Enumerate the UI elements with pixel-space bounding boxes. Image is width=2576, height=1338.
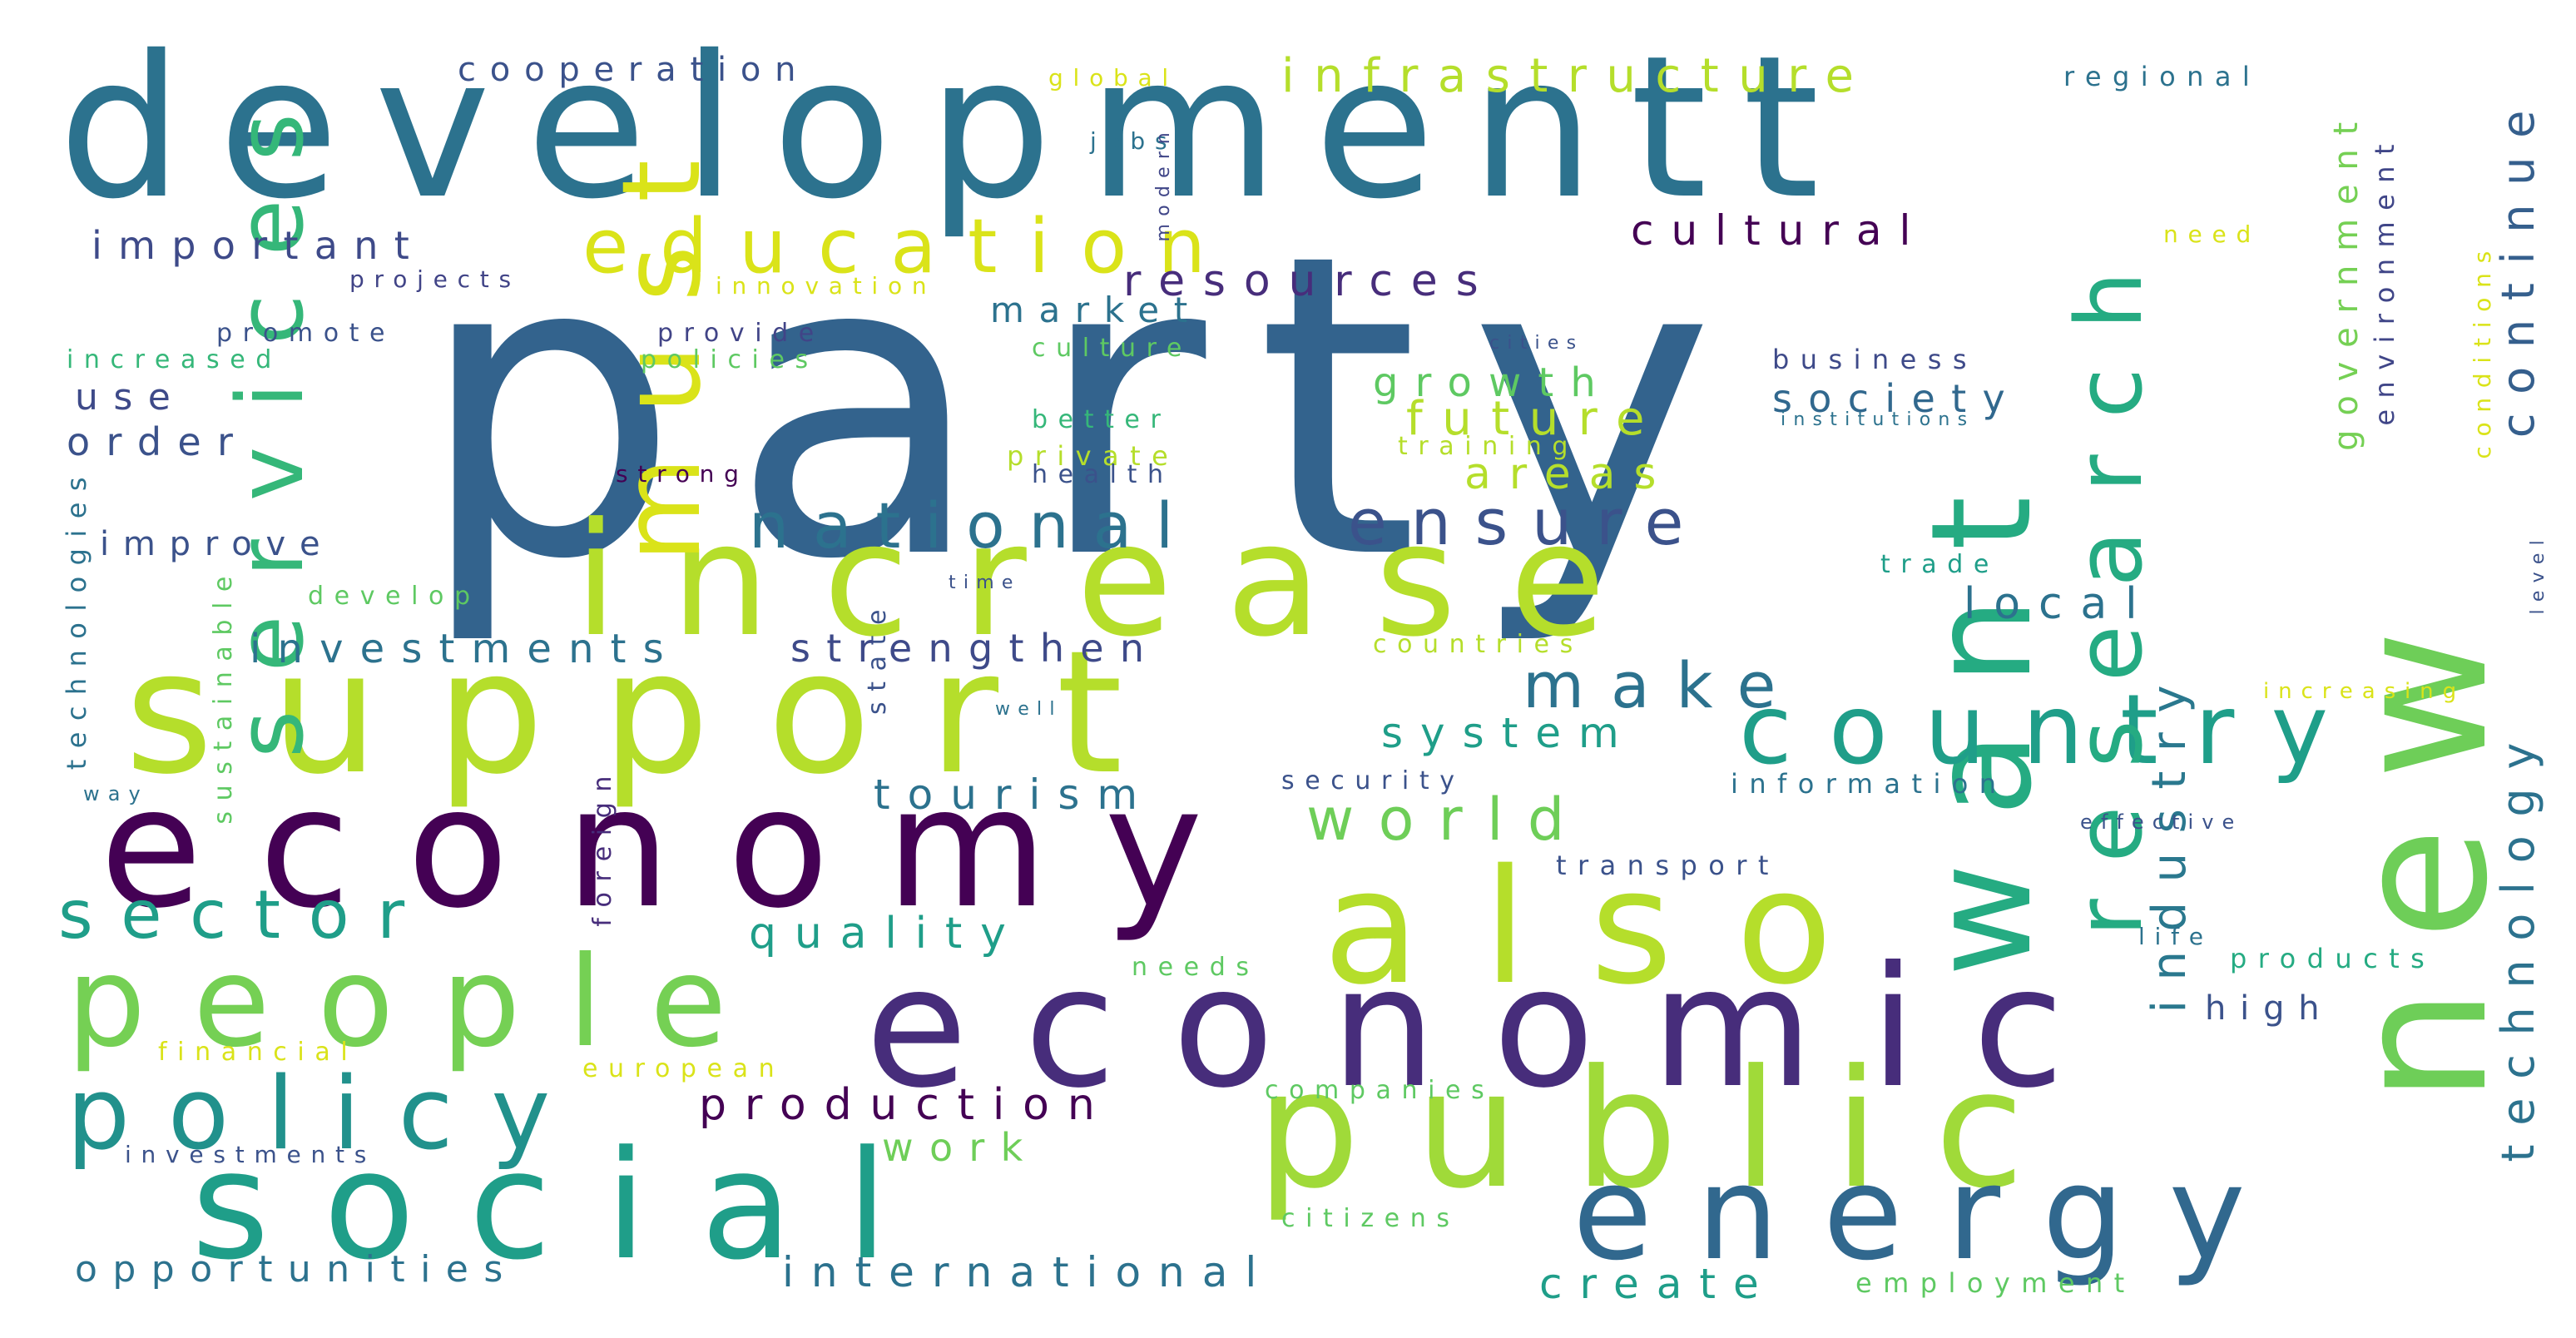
word-foreign: foreign (588, 766, 617, 927)
word-global: global (1048, 64, 1178, 92)
word-cooperation: cooperation (458, 51, 810, 89)
word-high: high (2205, 989, 2334, 1028)
word-investments-small: investments (125, 1141, 377, 1168)
word-business: business (1772, 344, 1978, 375)
word-ensure: ensure (1348, 485, 1708, 559)
word-create: create (1539, 1260, 1776, 1308)
word-need: need (2163, 221, 2261, 248)
word-develop: develop (308, 582, 481, 611)
word-increasing: increasing (2263, 679, 2465, 704)
word-support: support (125, 615, 1181, 812)
word-future: future (1406, 392, 1665, 446)
word-country: country (1739, 674, 2365, 786)
word-financial: financial (158, 1038, 359, 1067)
word-level: level (2528, 533, 2549, 615)
word-continue: continue (2492, 92, 2544, 439)
word-industry: industry (2143, 666, 2197, 1013)
word-production: production (699, 1080, 1113, 1130)
word-training: training (1398, 432, 1579, 461)
word-use: use (75, 376, 186, 419)
word-improve: improve (100, 525, 334, 563)
word-citizens: citizens (1281, 1204, 1460, 1233)
word-way: way (83, 782, 149, 805)
word-increased: increased (67, 345, 282, 374)
word-needs: needs (1132, 953, 1260, 982)
word-investments: investments (250, 626, 681, 672)
word-life: life (2138, 923, 2213, 950)
word-infrastructure: infrastructure (1281, 49, 1874, 103)
word-resources: resources (1123, 256, 1497, 306)
word-cultural: cultural (1631, 206, 1929, 255)
word-effective: effective (2080, 810, 2243, 834)
word-energy: energy (1573, 1137, 2290, 1289)
word-system: system (1381, 709, 1637, 757)
word-better: better (1032, 405, 1172, 434)
word-trade: trade (1880, 550, 1999, 579)
word-policies: policies (641, 345, 819, 374)
word-countries: countries (1373, 630, 1583, 659)
word-strong: strong (616, 460, 749, 488)
word-well: well (995, 699, 1063, 720)
word-institutions: institutions (1781, 409, 1975, 430)
word-innovation: innovation (716, 272, 937, 300)
word-environment: environment (2369, 133, 2400, 426)
word-education: education (582, 203, 1237, 290)
word-local: local (1964, 579, 2156, 629)
word-party: party (416, 166, 1766, 650)
word-government: government (2327, 108, 2365, 451)
word-also: also (1323, 835, 1896, 1019)
word-growth: growth (1373, 359, 1612, 406)
word-important: important (92, 223, 426, 268)
word-international: international (782, 1248, 1275, 1296)
word-world: world (1306, 785, 1589, 854)
word-culture: culture (1032, 334, 1192, 363)
word-jobs: jobs (1090, 127, 1177, 155)
word-tourism: tourism (874, 771, 1156, 819)
word-sector: sector (58, 876, 433, 954)
word-information: information (1731, 768, 2008, 800)
word-products: products (2230, 943, 2436, 974)
word-conditions: conditions (2469, 241, 2496, 459)
word-modern: modern (1153, 125, 1174, 242)
word-companies: companies (1265, 1076, 1495, 1105)
word-cities: cities (1489, 333, 1584, 354)
word-economy: economy (100, 751, 1260, 945)
word-sustainable: sustainable (209, 566, 238, 825)
word-health: health (1032, 460, 1174, 489)
word-make: make (1523, 648, 1803, 722)
word-projects: projects (349, 265, 521, 293)
word-market: market (990, 290, 1202, 330)
word-policy: policy (67, 1057, 588, 1172)
word-national: national (749, 488, 1198, 562)
word-increase: increase (574, 489, 1659, 671)
word-regional: regional (2063, 61, 2261, 92)
word-strengthen: strengthen (790, 626, 1161, 671)
word-private: private (1007, 440, 1180, 472)
word-society: society (1772, 376, 2021, 421)
word-transport: transport (1556, 850, 1780, 881)
word-technology: technology (2492, 724, 2544, 1162)
word-provide: provide (657, 319, 825, 348)
word-social: social (191, 1119, 942, 1293)
word-economic: economic (865, 931, 2121, 1125)
word-public: public (1256, 1035, 2080, 1225)
word-quality: quality (749, 909, 1024, 959)
word-technologies: technologies (61, 466, 92, 771)
word-european: european (582, 1054, 785, 1083)
word-opportunities: opportunities (75, 1248, 518, 1291)
word-time: time (949, 572, 1021, 593)
word-areas: areas (1464, 449, 1675, 499)
word-security: security (1281, 766, 1465, 795)
word-work: work (882, 1125, 1039, 1170)
word-new: new (2315, 582, 2528, 1104)
word-people: people (67, 930, 775, 1075)
word-development: developmentt (58, 13, 1855, 242)
word-order: order (67, 419, 250, 464)
word-employment: employment (1855, 1267, 2136, 1299)
word-promote: promote (216, 319, 396, 348)
